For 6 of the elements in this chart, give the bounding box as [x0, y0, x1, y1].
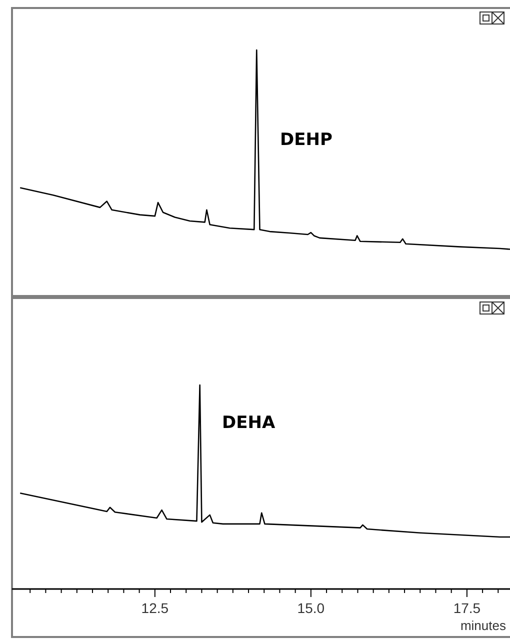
annotation: DEHP: [280, 130, 332, 150]
x-tick-label: 17.5: [453, 600, 481, 616]
x-axis-title: minutes: [460, 618, 506, 633]
annotation: DEHA: [222, 413, 276, 433]
x-tick-label: 12.5: [141, 600, 169, 616]
x-tick-label: 15.0: [297, 600, 325, 616]
